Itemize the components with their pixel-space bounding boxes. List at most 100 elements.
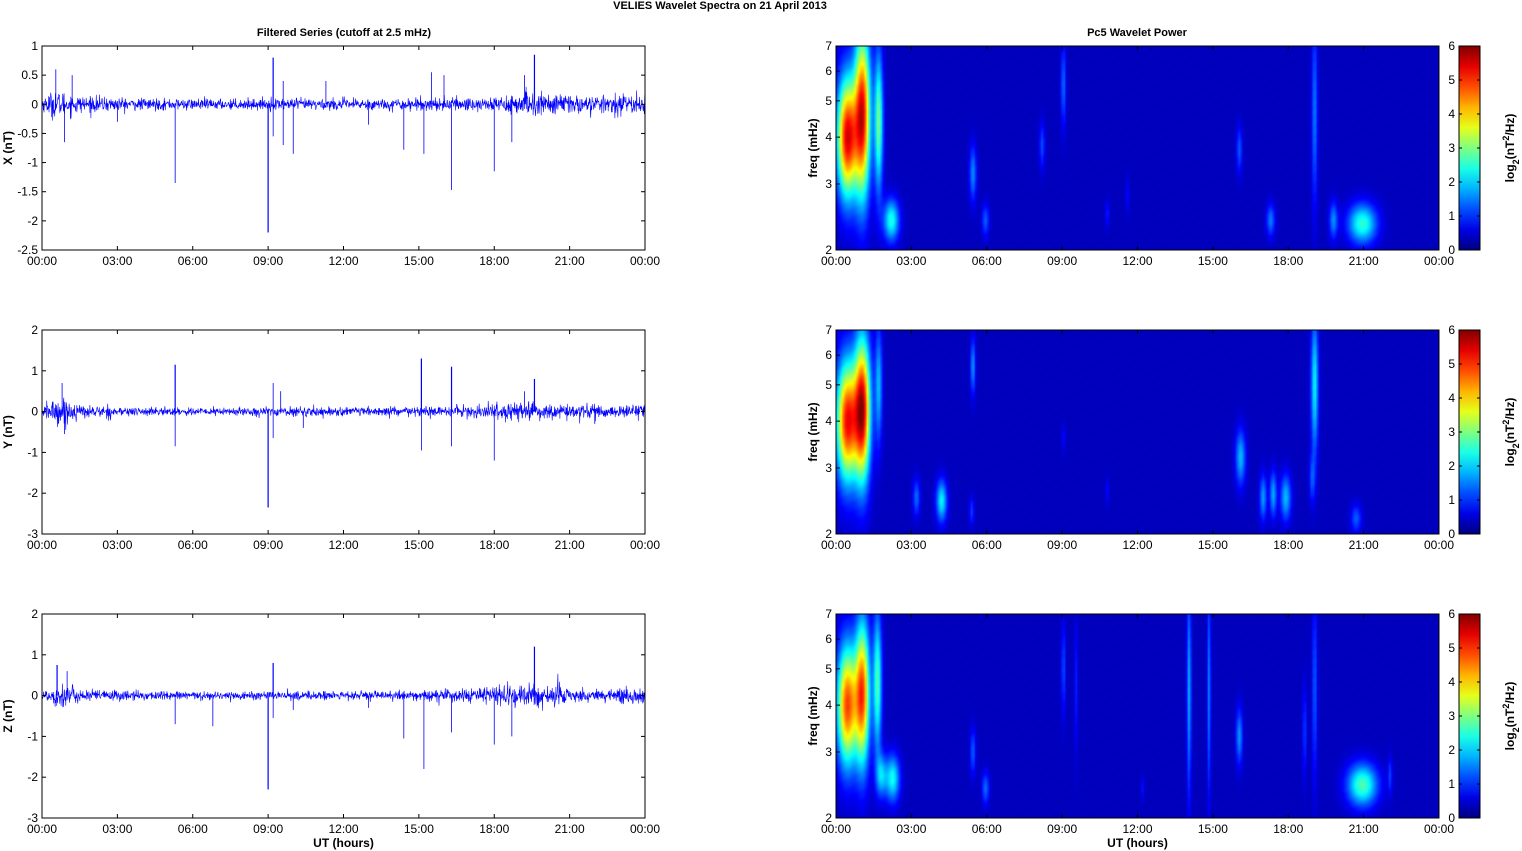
wavelet-y-ylabel: freq (mHz) [806,402,820,461]
series-x-plot-area [42,46,645,250]
series-x-xtick-label: 00:00 [630,254,660,268]
series-y-panel: -3 -2 -1 0 1 2 Y (nT) [1,323,646,541]
series-z-xtick-label: 03:00 [102,822,132,836]
series-x-ytick-label: -2 [27,214,38,228]
series-z-ylabel: Z (nT) [1,699,15,732]
wavelet-z-panel: 2 3 4 5 6 7 freq (mHz) 0 1 2 3 4 5 6 log2(nT2/Hz) [806,607,1521,825]
wavelet-z-ytick-label: 5 [825,662,832,676]
wavelet-y-colorbar-tick-label: 3 [1448,425,1455,439]
series-x-xtick-label: 03:00 [102,254,132,268]
wavelet-x-xtick-label: 03:00 [896,254,926,268]
series-x-xtick-label: 06:00 [178,254,208,268]
wavelet-z-xtick-label: 00:00 [1424,822,1454,836]
wavelet-x-ytick-label: 4 [825,130,832,144]
wavelet-x-ytick-label: 7 [825,39,832,53]
wavelet-x-colorbar-tick-label: 3 [1448,141,1455,155]
wavelet-y-colorbar-tick-label: 1 [1448,493,1455,507]
series-x-xtick-label: 15:00 [404,254,434,268]
series-z-plot-area [42,614,645,818]
series-z-xtick-label: 00:00 [630,822,660,836]
wavelet-z-ytick-label: 3 [825,745,832,759]
wavelet-y-xtick-label: 18:00 [1273,538,1303,552]
wavelet-z-heatmap [836,614,1439,818]
series-z-xtick-label: 18:00 [479,822,509,836]
wavelet-z-colorbar-tick-label: 1 [1448,777,1455,791]
wavelet-y-panel: 2 3 4 5 6 7 freq (mHz) 0 1 2 3 4 5 6 log2(nT2/Hz) [806,323,1521,541]
wavelet-y-xtick-label: 15:00 [1198,538,1228,552]
series-y-ytick-label: 2 [31,323,38,337]
wavelet-z-colorbar-tick-label: 4 [1448,675,1455,689]
series-y-xtick-label: 00:00 [630,538,660,552]
wavelet-x-colorbar-tick-label: 6 [1448,39,1455,53]
series-y-plot-area [42,330,645,534]
series-x-ytick-label: -2.5 [17,243,38,257]
wavelet-y-xtick-label: 03:00 [896,538,926,552]
wavelet-z-xtick-label: 12:00 [1122,822,1152,836]
series-x-ytick-label: -0.5 [17,126,38,140]
wavelet-y-colorbar-tick-label: 6 [1448,323,1455,337]
series-x-ytick-label: 1 [31,39,38,53]
series-x-ylabel: X (nT) [1,131,15,165]
wavelet-z-ylabel: freq (mHz) [806,686,820,745]
wavelet-y-colorbar [1458,329,1481,535]
wavelet-z-xtick-label: 21:00 [1349,822,1379,836]
wavelet-z-colorbar-tick-label: 3 [1448,709,1455,723]
series-z-xtick-label: 15:00 [404,822,434,836]
wavelet-y-xtick-label: 09:00 [1047,538,1077,552]
series-y-ytick-label: -1 [27,445,38,459]
wavelet-y-xtick-label: 06:00 [972,538,1002,552]
wavelet-z-ytick-label: 6 [825,632,832,646]
wavelet-x-xtick-label: 12:00 [1122,254,1152,268]
wavelet-x-colorbar [1458,45,1481,251]
series-y-xtick-label: 12:00 [328,538,358,552]
wavelet-y-xtick-label: 12:00 [1122,538,1152,552]
series-y-xtick-label: 09:00 [253,538,283,552]
series-z-ytick-label: -3 [27,811,38,825]
wavelet-x-xtick-label: 00:00 [1424,254,1454,268]
wavelet-z-ytick-label: 2 [825,811,832,825]
series-x-ytick-label: 0 [31,97,38,111]
wavelet-x-colorbar-tick-label: 4 [1448,107,1455,121]
series-x-trace [41,86,646,121]
wavelet-y-ytick-label: 2 [825,527,832,541]
series-y-xtick-label: 00:00 [27,538,57,552]
wavelet-y-colorbar-label: log2(nT2/Hz) [1501,398,1521,467]
series-x-panel: -2.5 -2 -1.5 -1 -0.5 0 0.5 1 X (nT) [1,39,646,257]
wavelet-y-colorbar-tick-label: 5 [1448,357,1455,371]
wavelet-z-xtick-label: 03:00 [896,822,926,836]
wavelet-x-xtick-label: 06:00 [972,254,1002,268]
series-x-xtick-label: 00:00 [27,254,57,268]
series-y-xtick-label: 03:00 [102,538,132,552]
panels: -2.5 -2 -1.5 -1 -0.5 0 0.5 1 X (nT) 00:00 03:00 06:… [1,39,1521,850]
right-column-title: Pc5 Wavelet Power [1087,27,1188,39]
series-x-xtick-label: 09:00 [253,254,283,268]
series-y-ytick-label: 1 [31,364,38,378]
wavelet-x-xtick-label: 00:00 [821,254,851,268]
wavelet-z-colorbar-tick-label: 5 [1448,641,1455,655]
series-y-ylabel: Y (nT) [1,415,15,449]
series-y-xtick-label: 15:00 [404,538,434,552]
wavelet-x-colorbar-tick-label: 0 [1448,243,1455,257]
wavelet-z-colorbar-tick-label: 6 [1448,607,1455,621]
wavelet-y-ytick-label: 4 [825,414,832,428]
wavelet-y-xtick-label: 00:00 [821,538,851,552]
wavelet-z-xtick-label: 06:00 [972,822,1002,836]
wavelet-z-xtick-label: 18:00 [1273,822,1303,836]
wavelet-z-colorbar [1458,613,1481,819]
wavelet-y-xtick-label: 21:00 [1349,538,1379,552]
wavelet-y-colorbar-tick-label: 4 [1448,391,1455,405]
wavelet-x-xtick-label: 18:00 [1273,254,1303,268]
series-x-xtick-label: 18:00 [479,254,509,268]
wavelet-y-ytick-label: 3 [825,461,832,475]
series-y-xtick-label: 21:00 [555,538,585,552]
series-z-xtick-label: 06:00 [178,822,208,836]
wavelet-x-ytick-label: 2 [825,243,832,257]
wavelet-z-xtick-label: 09:00 [1047,822,1077,836]
wavelet-z-colorbar-tick-label: 2 [1448,743,1455,757]
series-z-ytick-label: 2 [31,607,38,621]
series-y-ytick-label: -3 [27,527,38,541]
wavelet-x-colorbar-label: log2(nT2/Hz) [1501,114,1521,183]
wavelet-z-colorbar-label: log2(nT2/Hz) [1501,682,1521,751]
series-y-trace [41,397,646,431]
